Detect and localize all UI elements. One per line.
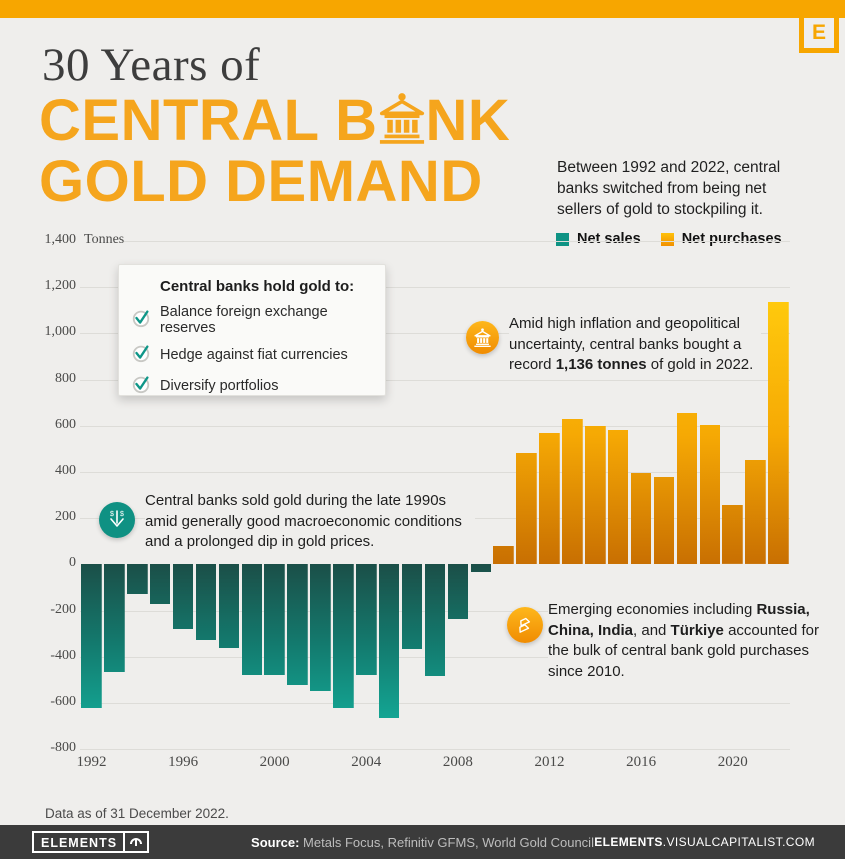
bar-2020-net-purchases	[722, 505, 743, 565]
annotation-1990s-sales: Central banks sold gold during the late …	[145, 491, 475, 554]
top-accent-bar	[0, 0, 845, 18]
elements-footer-logo: ELEMENTS	[32, 831, 150, 853]
bar-2016-net-purchases	[630, 473, 652, 565]
bar-1993-net-sales	[104, 564, 125, 672]
gridline	[80, 472, 790, 473]
bar-2011-net-purchases	[516, 453, 537, 565]
bar-2007-net-sales	[424, 564, 446, 677]
bar-chart-plot-area	[80, 241, 790, 751]
page-title: CENTRAL B NK GOLD DEMAND	[39, 88, 511, 214]
gold-bars-icon	[507, 607, 543, 643]
checkmark-icon	[131, 308, 151, 332]
y-axis-tick-label: -600	[50, 694, 76, 709]
x-axis-tick-label: 2020	[717, 754, 748, 771]
bar-2013-net-purchases	[562, 419, 583, 565]
bar-2009-net-sales	[470, 564, 492, 573]
callout-item: Hedge against fiat currencies	[131, 343, 373, 367]
y-axis-tick-label: -800	[50, 740, 76, 756]
svg-text:$: $	[110, 511, 114, 518]
y-axis-tick-label: -400	[50, 647, 76, 663]
source-credit: Source: Metals Focus, Refinitiv GFMS, Wo…	[251, 834, 594, 850]
x-axis-tick-label: 2000	[259, 754, 290, 771]
bar-2019-net-purchases	[699, 424, 721, 565]
bar-2008-net-sales	[447, 564, 469, 619]
legend-net-sales: Net sales	[556, 231, 641, 247]
callout-item-label: Hedge against fiat currencies	[160, 347, 348, 363]
callout-title: Central banks hold gold to:	[160, 278, 355, 295]
x-axis-tick-label: 2008	[442, 754, 473, 771]
gridline	[124, 241, 790, 242]
y-axis-tick-label: 0	[69, 555, 76, 571]
callout-item-label: Balance foreign exchange reserves	[160, 304, 328, 336]
x-axis-tick-label: 2016	[626, 754, 657, 771]
net-sales-swatch	[556, 232, 569, 246]
x-axis-tick-label: 2004	[351, 754, 382, 771]
intro-text: Between 1992 and 2022, central banks swi…	[557, 159, 781, 218]
checkmark-icon	[131, 374, 151, 398]
checkmark-icon	[131, 343, 151, 367]
y-axis-tick-label: 200	[55, 509, 76, 525]
pickaxe-icon	[123, 833, 147, 851]
net-purchases-swatch	[660, 232, 674, 246]
bar-2001-net-sales	[287, 564, 308, 685]
gridline	[80, 749, 790, 751]
bar-1997-net-sales	[195, 564, 217, 640]
annotation-record-2022: Amid high inflation and geopolitical unc…	[509, 314, 761, 377]
gridline	[80, 703, 790, 704]
footer-bar: ELEMENTS Source: Metals Focus, Refinitiv…	[0, 825, 845, 859]
callout-item: Balance foreign exchange reserves	[131, 304, 373, 336]
e-logo-letter: E	[811, 21, 826, 44]
bar-2002-net-sales	[310, 564, 331, 691]
title-serif: 30 Years of	[42, 39, 261, 91]
y-axis-tick-label: 400	[55, 463, 76, 478]
svg-text:$: $	[120, 511, 124, 518]
bar-2006-net-sales	[401, 564, 423, 649]
gridline	[80, 425, 790, 427]
gridline	[80, 333, 790, 335]
website-link[interactable]: ELEMENTS.VISUALCAPITALIST.COM	[594, 835, 815, 849]
y-axis-tick-label: 800	[55, 370, 76, 386]
bar-2005-net-sales	[378, 564, 400, 718]
bar-2003-net-sales	[333, 564, 354, 708]
bar-2000-net-sales	[264, 564, 285, 676]
callout-box: Central banks hold gold to: Balance fore…	[118, 264, 386, 396]
bank-icon	[379, 92, 425, 153]
bar-2021-net-purchases	[745, 460, 766, 565]
bar-1999-net-sales	[241, 564, 263, 675]
y-axis-unit-label: Tonnes	[84, 232, 125, 247]
bar-1996-net-sales	[172, 564, 194, 629]
bar-2012-net-purchases	[539, 432, 560, 565]
callout-item: Diversify portfolios	[131, 374, 373, 398]
bar-2004-net-sales	[356, 564, 377, 676]
callout-item-label: Diversify portfolios	[160, 378, 279, 394]
bank-circle-icon	[466, 321, 499, 354]
y-axis-tick-label: 600	[55, 416, 76, 432]
bar-1995-net-sales	[149, 564, 171, 605]
bar-2010-net-purchases	[493, 546, 514, 565]
bar-2022-net-purchases	[768, 301, 789, 565]
x-axis-tick-label: 1992	[76, 754, 107, 771]
y-axis-tick-label: 1,200	[44, 278, 77, 294]
gridline	[80, 287, 790, 289]
bar-1994-net-sales	[127, 564, 148, 595]
chart-legend: Net sales Net purchases	[556, 231, 782, 247]
bar-1998-net-sales	[218, 564, 240, 649]
x-axis-tick-label: 1996	[168, 754, 199, 771]
bar-1992-net-sales	[81, 564, 102, 709]
x-axis-tick-label: 2012	[534, 754, 565, 771]
legend-net-purchases: Net purchases	[660, 231, 782, 247]
gold-price-down-icon: $ $	[99, 502, 135, 538]
bar-2014-net-purchases	[585, 425, 606, 565]
data-footnote: Data as of 31 December 2022.	[45, 806, 229, 821]
bar-2015-net-purchases	[607, 430, 629, 565]
y-axis-tick-label: 1,000	[44, 324, 77, 340]
y-axis-tick-label: 1,400	[44, 232, 77, 247]
elements-e-logo: E	[799, 13, 839, 53]
bar-2017-net-purchases	[653, 476, 675, 565]
annotation-emerging-economies: Emerging economies including Russia, Chi…	[548, 600, 828, 683]
y-axis-tick-label: -200	[50, 601, 76, 617]
bar-2018-net-purchases	[676, 412, 698, 565]
gridline	[80, 379, 790, 381]
